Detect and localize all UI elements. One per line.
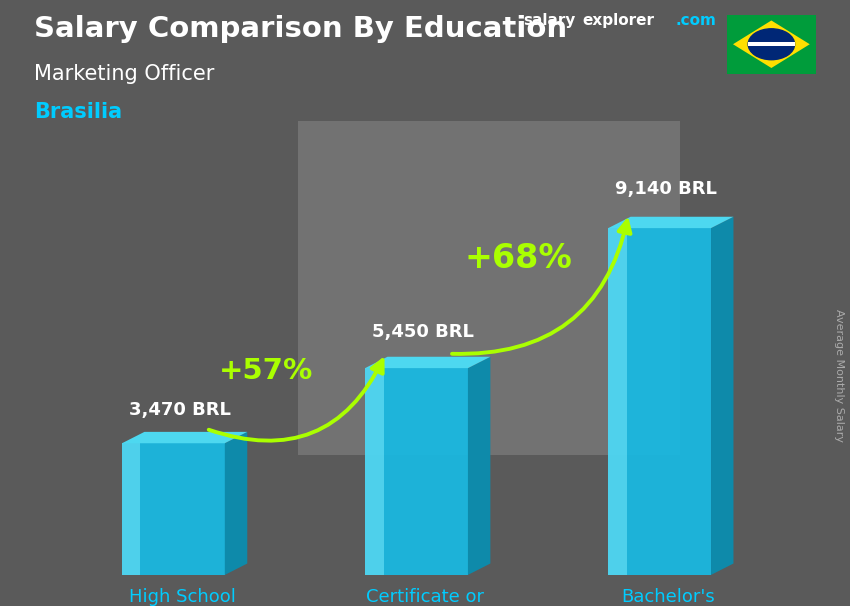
Bar [298, 121, 680, 454]
Polygon shape [365, 368, 468, 575]
Polygon shape [122, 443, 140, 575]
Text: 5,450 BRL: 5,450 BRL [372, 323, 474, 341]
Polygon shape [608, 228, 711, 575]
Polygon shape [733, 21, 810, 68]
Text: explorer: explorer [582, 13, 654, 28]
Circle shape [748, 29, 795, 59]
Text: +57%: +57% [218, 357, 313, 385]
Polygon shape [711, 217, 734, 575]
Polygon shape [748, 42, 795, 46]
Polygon shape [468, 357, 490, 575]
Polygon shape [122, 443, 224, 575]
Text: Marketing Officer: Marketing Officer [34, 64, 214, 84]
Text: salary: salary [523, 13, 575, 28]
Text: Certificate or
Diploma: Certificate or Diploma [366, 588, 484, 606]
Polygon shape [122, 432, 247, 443]
Polygon shape [224, 432, 247, 575]
Text: Average Monthly Salary: Average Monthly Salary [834, 309, 844, 442]
Text: Brasilia: Brasilia [34, 102, 122, 122]
Polygon shape [365, 357, 490, 368]
Text: 9,140 BRL: 9,140 BRL [615, 180, 717, 198]
Text: Bachelor's
Degree: Bachelor's Degree [621, 588, 716, 606]
Polygon shape [365, 368, 383, 575]
Text: High School: High School [129, 588, 235, 606]
Polygon shape [608, 228, 626, 575]
Text: .com: .com [676, 13, 717, 28]
Text: 3,470 BRL: 3,470 BRL [129, 401, 231, 419]
Text: +68%: +68% [465, 242, 573, 275]
Text: Salary Comparison By Education: Salary Comparison By Education [34, 15, 567, 43]
Polygon shape [608, 217, 734, 228]
